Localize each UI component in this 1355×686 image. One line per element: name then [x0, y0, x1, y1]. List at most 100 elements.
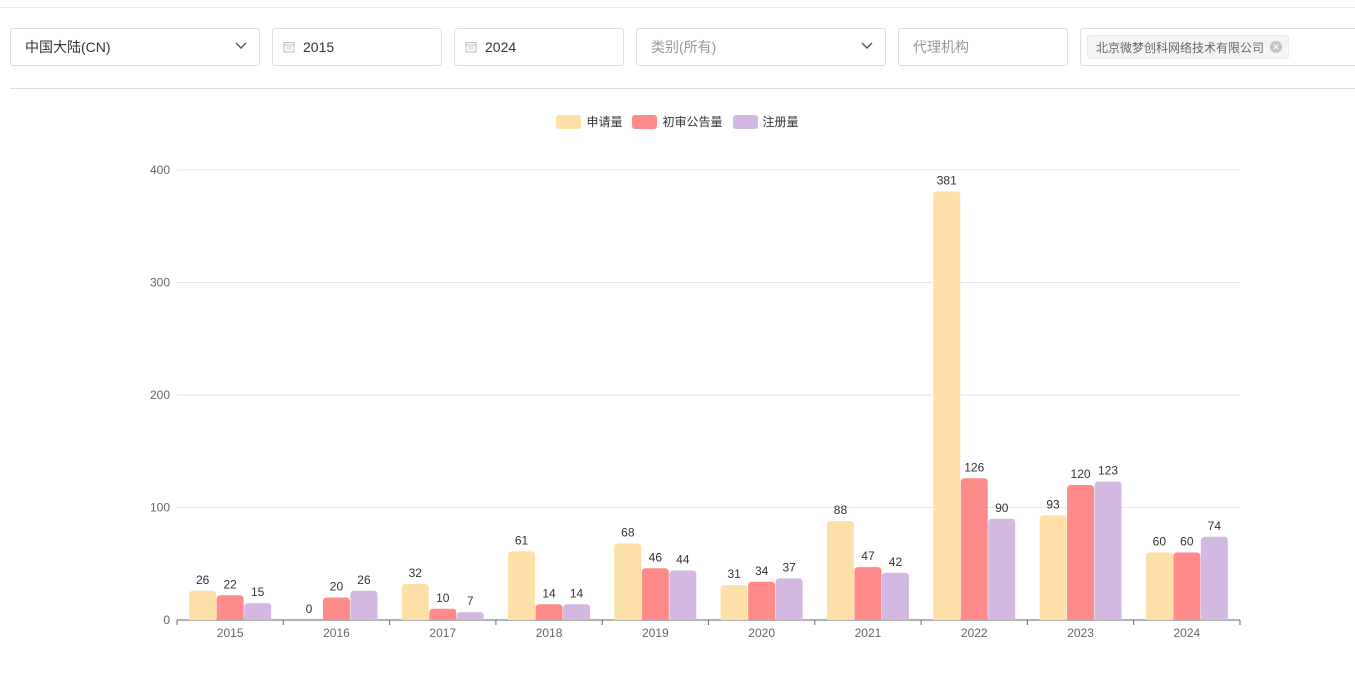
- bar: [854, 567, 882, 620]
- data-label: 7: [467, 594, 474, 608]
- legend-label: 初审公告量: [662, 115, 723, 129]
- data-label: 34: [755, 564, 769, 578]
- data-label: 14: [570, 586, 584, 600]
- chevron-down-icon: [861, 42, 873, 49]
- legend-swatch: [732, 114, 758, 129]
- data-label: 26: [357, 573, 371, 587]
- data-label: 90: [995, 501, 1009, 515]
- applicant-tag-label: 北京微梦创科网络技术有限公司: [1096, 40, 1265, 55]
- bar: [1039, 515, 1067, 620]
- bar: [933, 191, 961, 620]
- category-placeholder: 类别(所有): [651, 39, 717, 55]
- bar: [641, 568, 669, 620]
- bar: [350, 590, 378, 620]
- data-label: 60: [1180, 535, 1194, 549]
- region-select-value: 中国大陆(CN): [25, 39, 111, 55]
- data-label: 381: [937, 173, 957, 187]
- applicant-select[interactable]: 北京微梦创科网络技术有限公司 ✕: [1080, 28, 1355, 66]
- x-tick-label: 2018: [536, 626, 563, 640]
- bar: [1145, 552, 1173, 620]
- bar: [322, 597, 350, 620]
- data-label: 126: [964, 460, 984, 474]
- data-label: 32: [409, 566, 423, 580]
- bar: [669, 570, 697, 620]
- legend-item[interactable]: 初审公告量: [632, 113, 723, 130]
- x-tick-label: 2023: [1067, 626, 1094, 640]
- data-label: 44: [676, 553, 690, 567]
- filter-divider: [10, 88, 1355, 89]
- top-divider: [0, 7, 1355, 8]
- bar: [960, 478, 988, 620]
- legend-item[interactable]: 注册量: [732, 113, 799, 130]
- data-label: 26: [196, 573, 210, 587]
- region-select[interactable]: 中国大陆(CN): [10, 28, 260, 66]
- data-label: 22: [223, 577, 237, 591]
- start-year-picker[interactable]: 2015: [272, 28, 442, 66]
- x-tick-label: 2020: [748, 626, 775, 640]
- y-tick-label: 100: [150, 501, 170, 515]
- agency-input[interactable]: 代理机构: [898, 28, 1068, 66]
- x-tick-label: 2021: [855, 626, 882, 640]
- y-tick-label: 300: [150, 276, 170, 290]
- y-tick-label: 200: [150, 388, 170, 402]
- x-tick-label: 2024: [1173, 626, 1200, 640]
- data-label: 37: [782, 560, 796, 574]
- data-label: 15: [251, 585, 265, 599]
- legend-swatch: [556, 114, 582, 129]
- data-label: 47: [861, 549, 875, 563]
- data-label: 61: [515, 533, 529, 547]
- data-label: 46: [649, 550, 663, 564]
- data-label: 10: [436, 591, 450, 605]
- x-tick-label: 2016: [323, 626, 350, 640]
- bar: [720, 585, 748, 620]
- bar: [748, 581, 776, 620]
- data-label: 88: [834, 503, 848, 517]
- data-label: 20: [330, 580, 344, 594]
- close-circle-icon[interactable]: ✕: [1270, 41, 1283, 53]
- bar: [429, 608, 457, 620]
- category-select[interactable]: 类别(所有): [636, 28, 886, 66]
- data-label: 120: [1071, 467, 1091, 481]
- data-label: 74: [1208, 519, 1222, 533]
- bar: [1094, 481, 1122, 620]
- chevron-down-icon: [235, 42, 247, 49]
- chart-legend: 申请量 初审公告量 注册量: [0, 113, 1355, 130]
- y-tick-label: 0: [163, 613, 170, 627]
- data-label: 68: [621, 526, 635, 540]
- x-tick-label: 2019: [642, 626, 669, 640]
- bar: [563, 604, 591, 620]
- legend-item[interactable]: 申请量: [556, 113, 622, 130]
- start-year-value: 2015: [303, 39, 335, 55]
- data-label: 14: [542, 586, 556, 600]
- bar: [401, 584, 429, 620]
- agency-placeholder: 代理机构: [913, 39, 969, 55]
- bar: [988, 518, 1016, 620]
- bar: [826, 521, 854, 620]
- bar: [456, 612, 484, 620]
- x-tick-label: 2015: [217, 626, 244, 640]
- legend-label: 注册量: [762, 115, 799, 129]
- x-tick-label: 2022: [961, 626, 988, 640]
- bar: [535, 604, 563, 620]
- legend-swatch: [632, 114, 658, 129]
- data-label: 123: [1098, 464, 1118, 478]
- data-label: 93: [1046, 497, 1060, 511]
- y-tick-label: 400: [150, 163, 170, 177]
- bar: [1173, 552, 1201, 620]
- bar: [775, 578, 803, 620]
- bar: [1067, 485, 1095, 620]
- bar: [881, 572, 909, 620]
- end-year-value: 2024: [485, 39, 517, 55]
- calendar-icon: [465, 42, 477, 53]
- bar: [244, 603, 272, 620]
- calendar-icon: [283, 42, 295, 53]
- applicant-tag: 北京微梦创科网络技术有限公司 ✕: [1087, 35, 1290, 59]
- legend-label: 申请量: [586, 115, 623, 129]
- data-label: 42: [889, 555, 903, 569]
- bar: [614, 543, 642, 620]
- bar: [1200, 536, 1228, 620]
- data-label: 31: [727, 567, 741, 581]
- x-tick-label: 2017: [429, 626, 456, 640]
- end-year-picker[interactable]: 2024: [454, 28, 624, 66]
